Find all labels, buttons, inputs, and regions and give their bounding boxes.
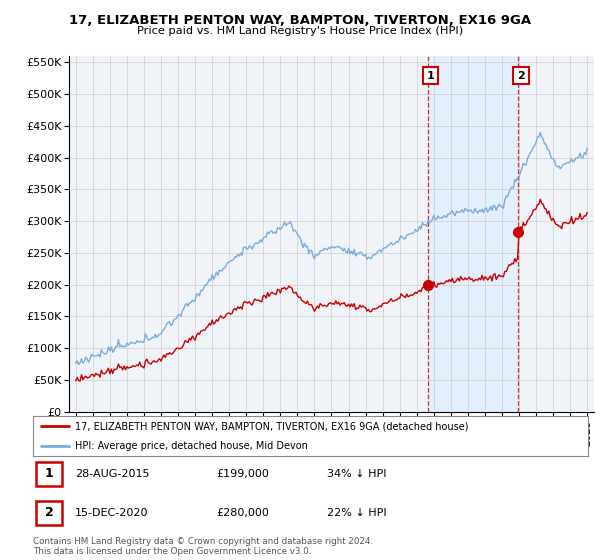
Text: 15-DEC-2020: 15-DEC-2020 — [74, 508, 148, 518]
Text: Price paid vs. HM Land Registry's House Price Index (HPI): Price paid vs. HM Land Registry's House … — [137, 26, 463, 36]
Text: 1: 1 — [427, 71, 434, 81]
Text: 22% ↓ HPI: 22% ↓ HPI — [327, 508, 387, 518]
Text: £280,000: £280,000 — [216, 508, 269, 518]
Text: £199,000: £199,000 — [216, 469, 269, 479]
Text: 17, ELIZABETH PENTON WAY, BAMPTON, TIVERTON, EX16 9GA: 17, ELIZABETH PENTON WAY, BAMPTON, TIVER… — [69, 13, 531, 27]
FancyBboxPatch shape — [36, 461, 62, 486]
Text: 2: 2 — [517, 71, 525, 81]
Text: 28-AUG-2015: 28-AUG-2015 — [74, 469, 149, 479]
Text: 1: 1 — [45, 467, 53, 480]
Bar — [428, 56, 518, 412]
Text: 17, ELIZABETH PENTON WAY, BAMPTON, TIVERTON, EX16 9GA (detached house): 17, ELIZABETH PENTON WAY, BAMPTON, TIVER… — [74, 421, 468, 431]
Text: Contains HM Land Registry data © Crown copyright and database right 2024.: Contains HM Land Registry data © Crown c… — [33, 538, 373, 547]
Text: This data is licensed under the Open Government Licence v3.0.: This data is licensed under the Open Gov… — [33, 548, 311, 557]
FancyBboxPatch shape — [36, 501, 62, 525]
Text: HPI: Average price, detached house, Mid Devon: HPI: Average price, detached house, Mid … — [74, 441, 308, 451]
Text: 34% ↓ HPI: 34% ↓ HPI — [327, 469, 386, 479]
Text: 2: 2 — [45, 506, 53, 520]
